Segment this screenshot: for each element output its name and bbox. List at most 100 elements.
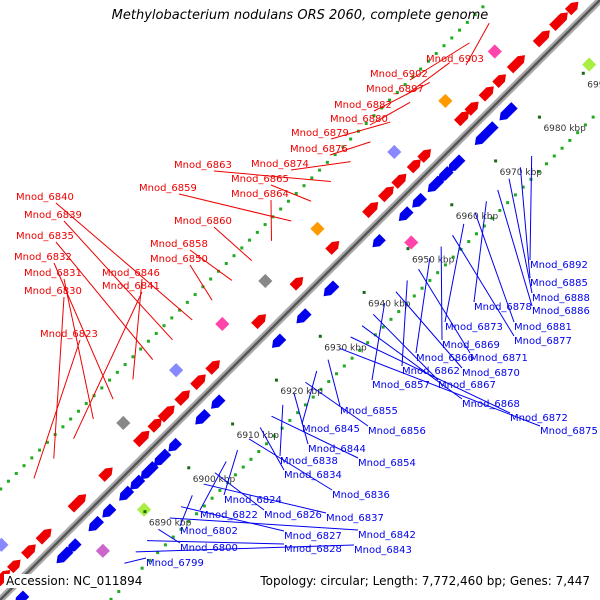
tick-mark [231,422,235,426]
plus-strand-gene [506,55,526,74]
minus-strand-gene [499,102,518,121]
plus-strand-gene [532,30,550,48]
gene-label-minus: Mnod_6824 [224,495,282,506]
minus-strand-gene [88,515,104,532]
gene-label-minus: Mnod_6834 [284,470,342,481]
plus-strand-gene [251,314,267,330]
gene-label-minus: Mnod_6822 [200,510,258,521]
leader-line [409,42,470,81]
leader-line [169,517,359,531]
leader-line [199,461,227,511]
gene-label-minus: Mnod_6826 [264,510,322,521]
leader-line [497,189,533,307]
gene-label-plus: Mnod_6902 [370,69,428,80]
plus-strand-gene [492,74,507,88]
gene-label-minus: Mnod_6875 [540,426,598,437]
gene-label-plus: Mnod_6850 [150,254,208,265]
leader-line [179,495,193,527]
leader-line [147,540,285,545]
plus-strand-gene [21,544,36,560]
leader-line [350,336,511,414]
gene-label-minus: Mnod_6878 [474,302,532,313]
tick-label: 6900 kbp [193,475,236,485]
feature-box [487,44,502,59]
tick-label: 6930 kbp [324,343,367,353]
minus-strand-gene [271,333,287,348]
gene-label-plus: Mnod_6841 [102,281,160,292]
gene-label-minus: Mnod_6845 [302,424,360,435]
gene-label-minus: Mnod_6870 [462,368,520,379]
gene-label-minus: Mnod_6843 [354,545,412,556]
gene-label-minus: Mnod_6881 [514,322,572,333]
minus-strand-gene [296,308,312,324]
plus-strand-gene [7,559,21,574]
gene-label-plus: Mnod_6880 [330,114,388,125]
minus-strand-gene [485,121,499,135]
gene-label-minus: Mnod_6800 [180,543,238,554]
gene-label-minus: Mnod_6856 [368,426,426,437]
feature-box [215,316,230,332]
plus-strand-gene [205,360,220,375]
minus-strand-gene [102,503,117,518]
plus-strand-gene [132,430,150,448]
minus-strand-gene [211,394,226,409]
leader-line [301,370,318,425]
gene-label-minus: Mnod_6854 [358,458,416,469]
tick-mark [362,290,366,294]
leader-line [330,121,391,140]
feature-box [0,537,9,552]
gene-label-plus: Mnod_6865 [231,174,289,185]
feature-box [95,543,110,558]
gene-label-minus: Mnod_6857 [372,380,430,391]
leader-line [373,82,431,112]
minus-strand-gene [398,206,414,221]
tick-label: 6890 kbp [149,519,192,529]
gene-label-plus: Mnod_6903 [426,54,484,65]
feature-box [169,363,184,378]
gene-label-plus: Mnod_6830 [24,286,82,297]
leader-line [372,314,439,381]
leader-line [63,278,94,420]
gene-label-plus: Mnod_6876 [290,144,348,155]
gene-label-minus: Mnod_6871 [470,353,528,364]
leader-line [63,220,173,341]
feature-box [438,93,453,108]
leader-line [290,161,351,171]
leader-line [415,257,431,354]
leader-line [440,246,443,341]
leader-line [444,223,465,323]
leader-line [248,438,333,491]
gene-label-plus: Mnod_6897 [366,84,424,95]
leader-line [405,62,450,96]
tick-mark [537,115,541,119]
leader-line [339,347,541,427]
gene-label-minus: Mnod_6828 [284,544,342,555]
gene-label-minus: Mnod_6844 [308,444,366,455]
leader-line [180,506,285,532]
minus-strand-gene [153,448,172,466]
leader-line [474,212,515,323]
gene-label-minus: Mnod_6885 [530,278,588,289]
minus-strand-gene [323,280,340,297]
gene-label-plus: Mnod_6840 [16,192,74,203]
gene-label-minus: Mnod_6873 [445,322,503,333]
plus-strand-gene [391,173,407,189]
gene-label-plus: Mnod_6864 [231,189,289,200]
tick-label: 6920 kbp [280,387,323,397]
gene-label-minus: Mnod_6827 [284,531,342,542]
plus-strand-gene [289,276,304,291]
leader-line [305,381,369,427]
gene-label-plus: Mnod_6882 [334,100,392,111]
leader-line [395,291,463,369]
plus-strand-gene [190,374,206,391]
plus-strand-gene [464,101,479,116]
tick-mark [274,378,278,382]
leader-line [223,449,239,496]
feature-box [137,502,152,517]
plus-strand-gene [35,528,52,545]
gene-label-minus: Mnod_6802 [180,526,238,537]
plus-strand-gene [453,111,470,127]
gene-label-minus: Mnod_6838 [280,456,338,467]
plus-strand-gene [377,186,394,203]
map-title: Methylobacterium nodulans ORS 2060, comp… [111,8,489,23]
